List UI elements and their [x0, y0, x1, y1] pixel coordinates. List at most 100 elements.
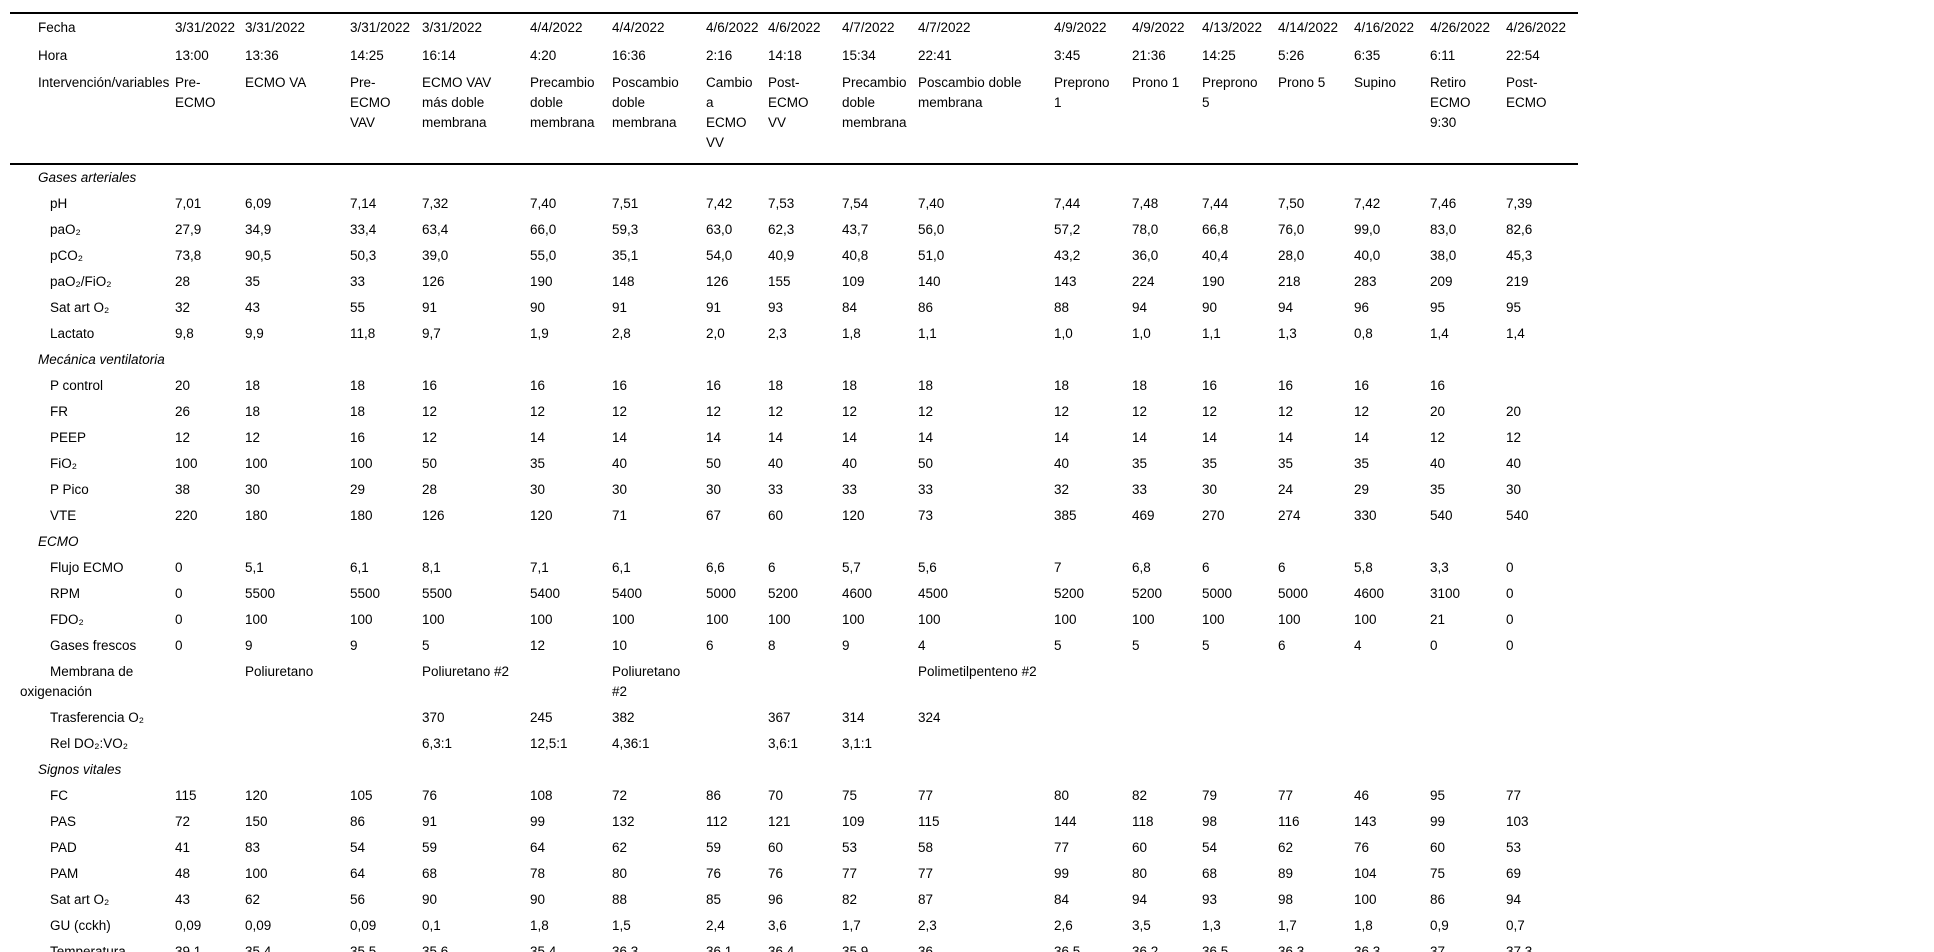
value-cell: 86	[706, 788, 722, 803]
value-cell: 98	[1278, 892, 1294, 907]
value-cell: 53	[842, 840, 858, 855]
value-cell: 7,48	[1132, 196, 1159, 211]
value-cell: 100	[245, 612, 268, 627]
value-cell: 32	[175, 300, 191, 315]
value-cell: 55	[350, 300, 366, 315]
table-row: FiO₂ 100 100 100 50 35 40 50 40 40 50 40 35 35 35 35 40 4…	[10, 451, 1578, 477]
value-cell: 12	[530, 638, 546, 653]
value-cell: 16	[350, 430, 366, 445]
value-cell: 180	[350, 508, 373, 523]
value-cell: 28,0	[1278, 248, 1305, 263]
table-row: PAM 48 100 64 68 78 80 76 76 77 77 99 80 68 89 104 75 69	[10, 861, 1578, 887]
row-label: PAM	[50, 866, 79, 881]
intervencion-cell: Precambio doble membrana	[530, 70, 612, 165]
value-cell: 36,3	[1354, 944, 1381, 952]
fecha-cell: 4/6/2022	[706, 20, 759, 35]
value-cell: 80	[1054, 788, 1070, 803]
value-cell: 7,40	[530, 196, 557, 211]
intervencion-cell: ECMO VA	[245, 70, 350, 165]
value-cell	[1506, 731, 1578, 757]
value-cell: 43,2	[1054, 248, 1081, 263]
hora-cell: 16:14	[422, 48, 456, 63]
value-cell: 35,6	[422, 944, 449, 952]
value-cell	[1132, 705, 1202, 731]
value-cell	[706, 659, 768, 705]
value-cell: 121	[768, 814, 791, 829]
value-cell: 51,0	[918, 248, 945, 263]
value-cell: 62	[612, 840, 628, 855]
hora-cell: 6:11	[1430, 48, 1456, 63]
table-header: Fecha 3/31/2022 3/31/2022 3/31/2022 3/31/20…	[10, 13, 1578, 165]
value-cell: 68	[1202, 866, 1218, 881]
fecha-cell: 3/31/2022	[350, 20, 411, 35]
value-cell: 36,2	[1132, 944, 1159, 952]
value-cell: 12	[612, 404, 628, 419]
value-cell: 95	[1430, 300, 1446, 315]
value-cell: 6,09	[245, 196, 272, 211]
value-cell: 90	[530, 892, 546, 907]
value-cell: 7,1	[530, 560, 549, 575]
value-cell: 6	[706, 638, 714, 653]
value-cell: 2,3	[918, 918, 937, 933]
value-cell: 5200	[1132, 586, 1163, 601]
value-cell: 99	[1430, 814, 1446, 829]
value-cell: 35	[1354, 456, 1370, 471]
value-cell	[1054, 731, 1132, 757]
value-cell	[245, 731, 350, 757]
value-cell	[1132, 659, 1202, 705]
value-cell: 5400	[612, 586, 643, 601]
value-cell: 75	[842, 788, 858, 803]
value-cell: 100	[1278, 612, 1301, 627]
value-cell: 385	[1054, 508, 1077, 523]
value-cell: 0,8	[1354, 326, 1373, 341]
value-cell: 5000	[1202, 586, 1233, 601]
value-cell: 86	[350, 814, 366, 829]
value-cell: 28	[175, 274, 191, 289]
value-cell: 6,3:1	[422, 736, 453, 751]
value-cell: 4500	[918, 586, 949, 601]
value-cell: 12	[245, 430, 261, 445]
hora-cell: 3:45	[1054, 48, 1081, 63]
hora-cell: 22:41	[918, 48, 952, 63]
value-cell: 0	[175, 586, 183, 601]
value-cell: 7,46	[1430, 196, 1457, 211]
value-cell: 12	[1202, 404, 1218, 419]
value-cell: 18	[350, 378, 366, 393]
value-cell: 18	[1132, 378, 1148, 393]
value-cell: 35	[530, 456, 546, 471]
value-cell: 5	[422, 638, 430, 653]
table-row: paO₂/FiO₂ 28 35 33 126 190 148 126 155 109 140 143 2…	[10, 269, 1578, 295]
value-cell: 60	[768, 840, 784, 855]
value-cell: 382	[612, 710, 635, 725]
fecha-cell: 4/16/2022	[1354, 20, 1415, 35]
value-cell: 39,0	[422, 248, 449, 263]
row-label: VTE	[50, 508, 77, 523]
value-cell: 2,0	[706, 326, 725, 341]
fecha-cell: 4/26/2022	[1430, 20, 1491, 35]
intervencion-cell: Pre-ECMO VAV	[350, 70, 422, 165]
value-cell: 5000	[706, 586, 737, 601]
value-cell: 50,3	[350, 248, 377, 263]
value-cell: 18	[842, 378, 858, 393]
value-cell: 7,44	[1054, 196, 1081, 211]
fecha-cell: 3/31/2022	[245, 20, 306, 35]
value-cell	[1202, 659, 1278, 705]
row-label: paO₂/FiO₂	[50, 274, 112, 289]
value-cell: 12	[842, 404, 858, 419]
value-cell: 40	[842, 456, 858, 471]
table-row: pH 7,01 6,09 7,14 7,32 7,40 7,51 7,42 7,53 7,54 7,…	[10, 191, 1578, 217]
value-cell: 14	[1202, 430, 1218, 445]
hora-cell: 14:18	[768, 48, 802, 63]
value-cell: 50	[422, 456, 438, 471]
value-cell: 7,01	[175, 196, 202, 211]
value-cell: 63,0	[706, 222, 733, 237]
value-cell: 70	[768, 788, 784, 803]
value-cell: 100	[706, 612, 729, 627]
value-cell: 143	[1054, 274, 1077, 289]
value-cell: 330	[1354, 508, 1377, 523]
value-cell	[1506, 659, 1578, 705]
fecha-cell: 3/31/2022	[422, 20, 483, 35]
value-cell: 86	[918, 300, 934, 315]
value-cell: 80	[1132, 866, 1148, 881]
